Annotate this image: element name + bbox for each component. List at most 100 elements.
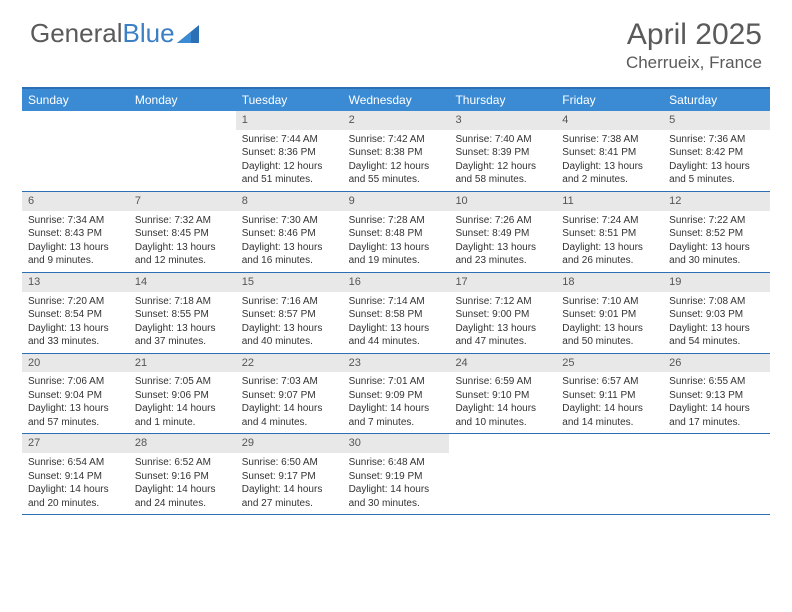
day-cell: 28Sunrise: 6:52 AMSunset: 9:16 PMDayligh…: [129, 434, 236, 514]
day-cell: 16Sunrise: 7:14 AMSunset: 8:58 PMDayligh…: [343, 273, 450, 353]
sunrise-text: Sunrise: 7:12 AM: [455, 295, 550, 309]
sunset-text: Sunset: 9:14 PM: [28, 470, 123, 484]
sunset-text: Sunset: 9:10 PM: [455, 389, 550, 403]
day-number: 2: [343, 111, 450, 130]
sunset-text: Sunset: 9:00 PM: [455, 308, 550, 322]
day-body: Sunrise: 6:54 AMSunset: 9:14 PMDaylight:…: [22, 453, 129, 514]
weekday-header: Wednesday: [343, 89, 450, 111]
day-body: Sunrise: 7:03 AMSunset: 9:07 PMDaylight:…: [236, 372, 343, 433]
day-cell: 18Sunrise: 7:10 AMSunset: 9:01 PMDayligh…: [556, 273, 663, 353]
sunrise-text: Sunrise: 6:50 AM: [242, 456, 337, 470]
day-cell: 27Sunrise: 6:54 AMSunset: 9:14 PMDayligh…: [22, 434, 129, 514]
weekday-header-row: Sunday Monday Tuesday Wednesday Thursday…: [22, 89, 770, 111]
sunset-text: Sunset: 8:46 PM: [242, 227, 337, 241]
sunrise-text: Sunrise: 7:03 AM: [242, 375, 337, 389]
week-row: 13Sunrise: 7:20 AMSunset: 8:54 PMDayligh…: [22, 273, 770, 354]
day-cell: 17Sunrise: 7:12 AMSunset: 9:00 PMDayligh…: [449, 273, 556, 353]
day-body: Sunrise: 6:52 AMSunset: 9:16 PMDaylight:…: [129, 453, 236, 514]
day-number: 21: [129, 354, 236, 373]
weekday-header: Tuesday: [236, 89, 343, 111]
sunrise-text: Sunrise: 6:59 AM: [455, 375, 550, 389]
day-number: 6: [22, 192, 129, 211]
day-number: 11: [556, 192, 663, 211]
day-body: Sunrise: 7:26 AMSunset: 8:49 PMDaylight:…: [449, 211, 556, 272]
sunrise-text: Sunrise: 7:38 AM: [562, 133, 657, 147]
day-number: 20: [22, 354, 129, 373]
sunrise-text: Sunrise: 7:44 AM: [242, 133, 337, 147]
sunrise-text: Sunrise: 7:01 AM: [349, 375, 444, 389]
day-body: Sunrise: 7:06 AMSunset: 9:04 PMDaylight:…: [22, 372, 129, 433]
sunrise-text: Sunrise: 7:08 AM: [669, 295, 764, 309]
day-number: 10: [449, 192, 556, 211]
day-cell: 5Sunrise: 7:36 AMSunset: 8:42 PMDaylight…: [663, 111, 770, 191]
sunset-text: Sunset: 9:07 PM: [242, 389, 337, 403]
day-body: Sunrise: 7:22 AMSunset: 8:52 PMDaylight:…: [663, 211, 770, 272]
sunrise-text: Sunrise: 7:34 AM: [28, 214, 123, 228]
sunset-text: Sunset: 8:48 PM: [349, 227, 444, 241]
day-cell: 15Sunrise: 7:16 AMSunset: 8:57 PMDayligh…: [236, 273, 343, 353]
sunrise-text: Sunrise: 7:26 AM: [455, 214, 550, 228]
sunrise-text: Sunrise: 7:06 AM: [28, 375, 123, 389]
sunset-text: Sunset: 9:17 PM: [242, 470, 337, 484]
daylight-text: Daylight: 14 hours and 24 minutes.: [135, 483, 230, 510]
weekday-header: Sunday: [22, 89, 129, 111]
logo-text-1: General: [30, 18, 123, 49]
day-number: 22: [236, 354, 343, 373]
day-number: 16: [343, 273, 450, 292]
day-cell: 10Sunrise: 7:26 AMSunset: 8:49 PMDayligh…: [449, 192, 556, 272]
daylight-text: Daylight: 13 hours and 54 minutes.: [669, 322, 764, 349]
sunset-text: Sunset: 8:52 PM: [669, 227, 764, 241]
sunrise-text: Sunrise: 6:57 AM: [562, 375, 657, 389]
sunset-text: Sunset: 8:39 PM: [455, 146, 550, 160]
day-number: 5: [663, 111, 770, 130]
day-number: 25: [556, 354, 663, 373]
day-number: [22, 111, 129, 130]
sunset-text: Sunset: 9:11 PM: [562, 389, 657, 403]
sunset-text: Sunset: 8:36 PM: [242, 146, 337, 160]
day-body: Sunrise: 6:55 AMSunset: 9:13 PMDaylight:…: [663, 372, 770, 433]
logo-triangle-icon: [177, 25, 199, 43]
page-title: April 2025: [626, 18, 762, 51]
sunrise-text: Sunrise: 6:52 AM: [135, 456, 230, 470]
day-cell: 8Sunrise: 7:30 AMSunset: 8:46 PMDaylight…: [236, 192, 343, 272]
day-body: Sunrise: 7:24 AMSunset: 8:51 PMDaylight:…: [556, 211, 663, 272]
sunrise-text: Sunrise: 7:22 AM: [669, 214, 764, 228]
day-cell: 7Sunrise: 7:32 AMSunset: 8:45 PMDaylight…: [129, 192, 236, 272]
sunset-text: Sunset: 9:01 PM: [562, 308, 657, 322]
daylight-text: Daylight: 13 hours and 26 minutes.: [562, 241, 657, 268]
day-body: Sunrise: 6:59 AMSunset: 9:10 PMDaylight:…: [449, 372, 556, 433]
day-number: 14: [129, 273, 236, 292]
day-body: Sunrise: 7:18 AMSunset: 8:55 PMDaylight:…: [129, 292, 236, 353]
week-row: 27Sunrise: 6:54 AMSunset: 9:14 PMDayligh…: [22, 434, 770, 515]
daylight-text: Daylight: 14 hours and 14 minutes.: [562, 402, 657, 429]
header: GeneralBlue April 2025 Cherrueix, France: [0, 0, 792, 81]
day-body: Sunrise: 7:01 AMSunset: 9:09 PMDaylight:…: [343, 372, 450, 433]
day-cell: 23Sunrise: 7:01 AMSunset: 9:09 PMDayligh…: [343, 354, 450, 434]
daylight-text: Daylight: 13 hours and 40 minutes.: [242, 322, 337, 349]
sunrise-text: Sunrise: 6:55 AM: [669, 375, 764, 389]
sunrise-text: Sunrise: 7:20 AM: [28, 295, 123, 309]
sunset-text: Sunset: 9:03 PM: [669, 308, 764, 322]
day-body: Sunrise: 7:44 AMSunset: 8:36 PMDaylight:…: [236, 130, 343, 191]
daylight-text: Daylight: 14 hours and 20 minutes.: [28, 483, 123, 510]
sunset-text: Sunset: 8:42 PM: [669, 146, 764, 160]
daylight-text: Daylight: 13 hours and 16 minutes.: [242, 241, 337, 268]
logo: GeneralBlue: [30, 18, 199, 49]
daylight-text: Daylight: 13 hours and 12 minutes.: [135, 241, 230, 268]
day-number: 8: [236, 192, 343, 211]
sunset-text: Sunset: 8:55 PM: [135, 308, 230, 322]
day-number: 19: [663, 273, 770, 292]
sunset-text: Sunset: 8:57 PM: [242, 308, 337, 322]
day-cell: 22Sunrise: 7:03 AMSunset: 9:07 PMDayligh…: [236, 354, 343, 434]
sunset-text: Sunset: 8:45 PM: [135, 227, 230, 241]
sunset-text: Sunset: 9:13 PM: [669, 389, 764, 403]
day-cell: [129, 111, 236, 191]
day-cell: [556, 434, 663, 514]
sunset-text: Sunset: 9:19 PM: [349, 470, 444, 484]
day-body: Sunrise: 7:12 AMSunset: 9:00 PMDaylight:…: [449, 292, 556, 353]
sunrise-text: Sunrise: 7:28 AM: [349, 214, 444, 228]
daylight-text: Daylight: 14 hours and 17 minutes.: [669, 402, 764, 429]
day-number: 12: [663, 192, 770, 211]
daylight-text: Daylight: 13 hours and 33 minutes.: [28, 322, 123, 349]
day-number: [449, 434, 556, 453]
